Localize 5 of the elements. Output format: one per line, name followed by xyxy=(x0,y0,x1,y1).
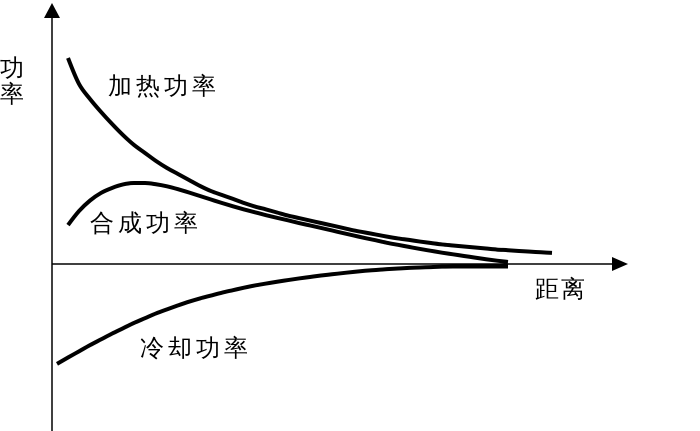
series-label: 冷却功率 xyxy=(140,334,252,362)
series-label: 加热功率 xyxy=(108,72,220,100)
series-label: 合成功率 xyxy=(90,209,202,237)
x-axis-title: 距离 xyxy=(535,275,587,303)
y-axis-title: 功率 xyxy=(0,54,24,108)
